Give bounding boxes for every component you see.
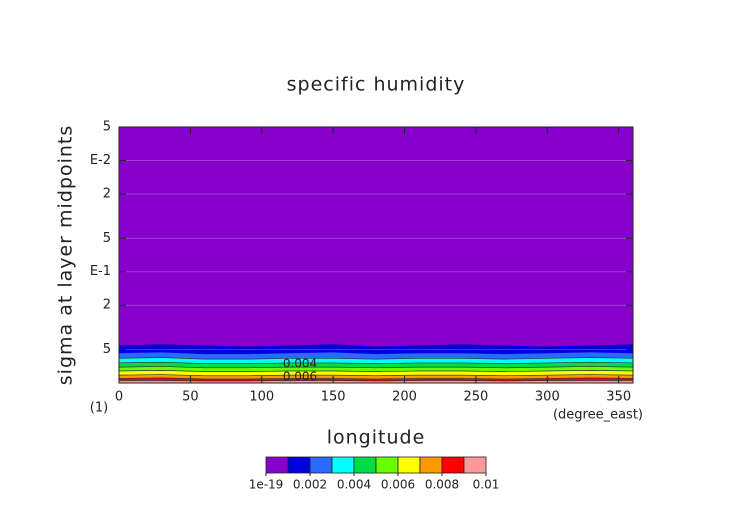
colorbar-box: [265, 456, 289, 474]
colorbar-box: [375, 456, 399, 474]
y-tick-label: E-2: [90, 153, 111, 168]
colorbar-box: [419, 456, 443, 474]
colorbar-box: [287, 456, 311, 474]
x-tick-label: 200: [392, 390, 417, 405]
colorbar-tick-label: 0.008: [425, 478, 459, 492]
contour-line: [118, 361, 634, 365]
contour-label: 0.006: [283, 370, 317, 384]
y-tick-label: 5: [103, 231, 111, 246]
colorbar-box: [353, 456, 377, 474]
colorbar-box: [309, 456, 333, 474]
x-tick-label: 50: [182, 390, 199, 405]
x-tick-label: 300: [535, 390, 560, 405]
y-tick-label: 5: [103, 342, 111, 357]
contour-line: [118, 366, 634, 369]
contour-label: 0.004: [283, 357, 317, 371]
plot-frame: [118, 126, 634, 384]
colorbar-tick-label: 0.006: [381, 478, 415, 492]
colorbar-tick-label: 0.002: [293, 478, 327, 492]
y-tick-label: 2: [103, 298, 111, 313]
x-axis-label: longitude: [327, 427, 426, 449]
x-tick-label: 350: [606, 390, 631, 405]
y-tick-label: E-1: [90, 264, 111, 279]
colorbar-box: [331, 456, 355, 474]
y-tick-label: 5: [103, 120, 111, 135]
y-units: (1): [90, 401, 108, 416]
x-tick-label: 150: [321, 390, 346, 405]
contour-line: [118, 374, 634, 377]
contour-line: [118, 370, 634, 372]
colorbar-tick-label: 0.01: [473, 478, 500, 492]
y-axis-label: sigma at layer midpoints: [55, 125, 77, 385]
colorbar-box: [463, 456, 487, 474]
colorbar-tick-label: 1e-19: [249, 478, 284, 492]
contour-fill-base: [119, 127, 633, 383]
contour-line: [118, 357, 634, 360]
x-tick-label: 100: [249, 390, 274, 405]
x-tick-label: 0: [115, 390, 123, 405]
colorbar-box: [441, 456, 465, 474]
chart-title: specific humidity: [287, 74, 466, 96]
colorbar-tick-label: 0.004: [337, 478, 371, 492]
x-units: (degree_east): [553, 408, 643, 423]
y-tick-label: 2: [103, 186, 111, 201]
colorbar-box: [397, 456, 421, 474]
x-tick-label: 250: [464, 390, 489, 405]
